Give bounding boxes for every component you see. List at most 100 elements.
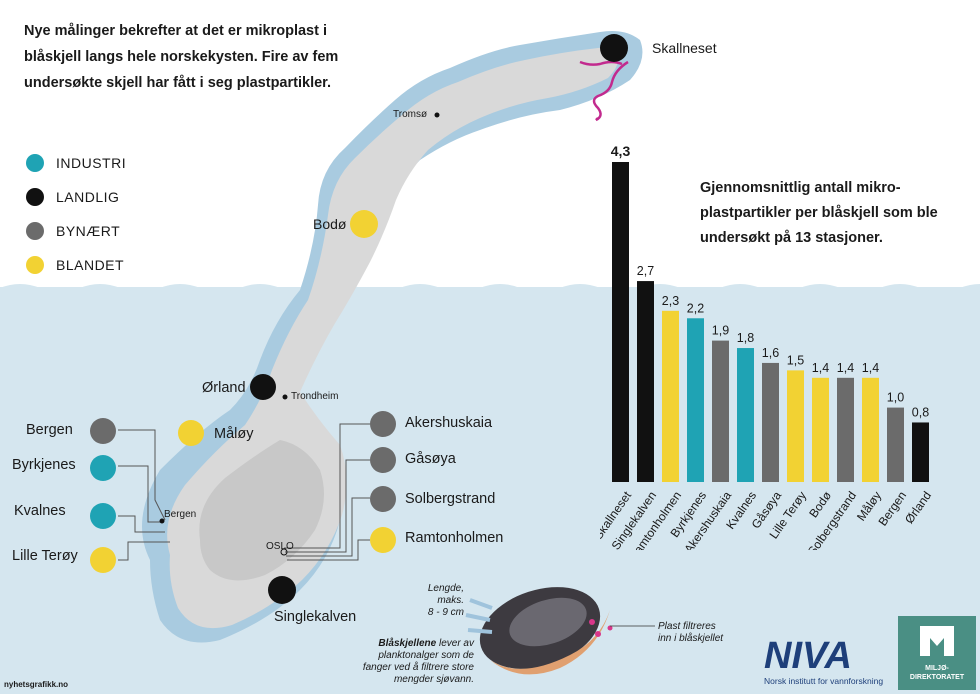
bar-1 <box>637 281 654 482</box>
bar-value-label: 1,0 <box>887 391 904 405</box>
oslo-dot <box>280 548 288 556</box>
intro-text: Nye målinger bekrefter at det er mikropl… <box>24 23 339 91</box>
mussel-length-line: maks. <box>437 595 464 606</box>
marker-bergen <box>90 418 116 444</box>
legend-item-bynaert: BYNÆRT <box>26 214 126 248</box>
legend: INDUSTRI LANDLIG BYNÆRT BLANDET <box>26 146 126 282</box>
mussel-length-note: Lengde, maks. 8 - 9 cm <box>414 583 464 619</box>
label-kvalnes: Kvalnes <box>14 503 66 519</box>
label-ramtonholmen: Ramtonholmen <box>405 530 504 546</box>
legend-label: BYNÆRT <box>56 223 121 239</box>
bar-0 <box>612 162 629 482</box>
mussel-desc-bold: Blåskjellene <box>378 638 437 649</box>
bar-9 <box>837 377 854 482</box>
marker-orland <box>250 374 276 400</box>
mussel-length-line: Lengde, <box>427 583 464 594</box>
chart-title: Gjennomsnittlig antall mikro-plastpartik… <box>700 180 938 246</box>
bar-value-label: 1,4 <box>837 361 854 375</box>
label-byrkjenes: Byrkjenes <box>12 457 76 473</box>
legend-label: LANDLIG <box>56 189 120 205</box>
marker-ramtonholmen <box>370 527 396 553</box>
label-skallneset: Skallneset <box>652 40 717 56</box>
wave-edge <box>0 284 980 296</box>
bar-value-label: 2,7 <box>637 264 654 278</box>
mussel-desc-line: fanger ved å filtrere store <box>362 662 474 673</box>
bar-12 <box>912 422 929 482</box>
bar-2 <box>662 310 679 482</box>
miljo-line: MILJØ- <box>925 665 949 672</box>
mussel-plast-line: inn i blåskjellet <box>658 633 724 644</box>
marker-solbergstrand <box>370 486 396 512</box>
marker-lille-teroy <box>90 547 116 573</box>
marker-gasoya <box>370 447 396 473</box>
mussel-desc-line: planktonalger som de <box>378 650 474 661</box>
legend-dot-landlig <box>26 188 44 206</box>
label-maloy: Måløy <box>214 426 254 442</box>
marker-skallneset <box>600 34 628 62</box>
border-line-2 <box>579 60 623 66</box>
bar-value-label: 1,9 <box>712 324 729 338</box>
bars-group: 4,3Skallneset2,7Singlekalven2,3Ramtonhol… <box>600 143 934 550</box>
label-solbergstrand: Solbergstrand <box>405 491 496 507</box>
bar-3 <box>687 318 704 482</box>
marker-kvalnes <box>90 503 116 529</box>
legend-item-blandet: BLANDET <box>26 248 126 282</box>
bar-chart: 4,3Skallneset2,7Singlekalven2,3Ramtonhol… <box>600 143 934 550</box>
niva-logo: NIVA <box>764 635 852 674</box>
label-akershuskaia: Akershuskaia <box>405 415 493 431</box>
bar-value-label: 1,6 <box>762 346 779 360</box>
trondheim-dot <box>282 394 288 400</box>
mussel-desc-line: lever av <box>436 638 474 649</box>
marker-singlekalven <box>268 576 296 604</box>
credit: nyhetsgrafikk.no <box>4 680 69 689</box>
label-bodo: Bodø <box>313 216 347 232</box>
miljo-logo-icon <box>920 626 954 656</box>
label-bergen-city: Bergen <box>164 509 197 520</box>
bar-4 <box>712 340 729 482</box>
legend-label: INDUSTRI <box>56 155 127 171</box>
bar-value-label: 0,8 <box>912 405 929 419</box>
marker-akershuskaia <box>370 411 396 437</box>
miljo-line: DIREKTORATET <box>909 674 965 681</box>
mussel-length-line: 8 - 9 cm <box>427 607 464 618</box>
legend-label: BLANDET <box>56 257 125 273</box>
marker-byrkjenes <box>90 455 116 481</box>
connector-lines-west <box>118 429 170 561</box>
bar-5 <box>737 348 754 482</box>
label-bergen-station: Bergen <box>26 422 73 438</box>
mussel-plast-note: Plast filtreres inn i blåskjellet <box>658 621 723 645</box>
bar-7 <box>787 370 804 482</box>
bar-value-label: 4,3 <box>611 143 631 159</box>
tromso-dot <box>434 112 440 118</box>
bar-value-label: 2,2 <box>687 301 704 315</box>
legend-item-landlig: LANDLIG <box>26 180 126 214</box>
label-lille-teroy: Lille Terøy <box>12 548 78 564</box>
mussel-description: Blåskjellene lever av planktonalger som … <box>344 638 474 686</box>
bergen-city-dot <box>159 518 165 524</box>
bar-value-label: 1,4 <box>812 361 829 375</box>
label-oslo: OSLO <box>266 541 294 552</box>
label-singlekalven: Singlekalven <box>274 609 357 625</box>
category-label: Ørland <box>902 489 934 527</box>
bar-10 <box>862 377 879 482</box>
bar-value-label: 1,8 <box>737 331 754 345</box>
niva-name: Norsk institutt for vannforskning <box>764 676 884 686</box>
bar-value-label: 1,5 <box>787 353 804 367</box>
mussel-desc-line: mengder sjøvann. <box>393 674 474 685</box>
bar-value-label: 1,4 <box>862 361 879 375</box>
miljo-logo-text: MILJØ- DIREKTORATET <box>898 664 976 682</box>
bar-11 <box>887 407 904 482</box>
legend-dot-bynaert <box>26 222 44 240</box>
miljodirektoratet-logo: MILJØ- DIREKTORATET <box>898 616 976 690</box>
marker-maloy <box>178 420 204 446</box>
label-orland: Ørland <box>202 380 246 396</box>
legend-item-industri: INDUSTRI <box>26 146 126 180</box>
label-gasoya: Gåsøya <box>405 451 456 467</box>
marker-bodo <box>350 210 378 238</box>
bar-value-label: 2,3 <box>662 294 679 308</box>
label-trondheim: Trondheim <box>291 391 339 402</box>
connector-lines-east <box>284 423 370 561</box>
label-tromso: Tromsø <box>393 109 428 120</box>
legend-dot-blandet <box>26 256 44 274</box>
